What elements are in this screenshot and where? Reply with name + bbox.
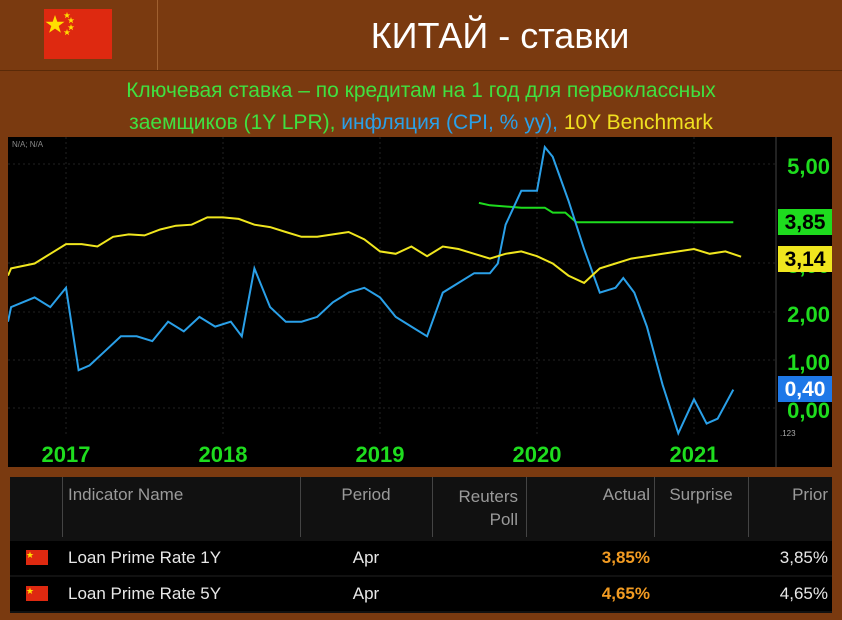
row-period: Apr xyxy=(352,548,380,567)
x-tick-label: 2018 xyxy=(199,442,248,467)
row-actual: 3,85% xyxy=(601,548,650,567)
title-bar: КИТАЙ - ставки xyxy=(0,0,842,71)
series-line-1y-lpr xyxy=(478,201,734,224)
header-period: Period xyxy=(341,485,391,504)
x-tick-label: 2021 xyxy=(670,442,719,467)
y-tick-label: 5,00 xyxy=(787,154,830,179)
header-reuters-poll: Reuters Poll xyxy=(432,485,526,545)
row-prior: 4,65% xyxy=(779,584,828,603)
china-flag-icon xyxy=(44,9,112,59)
row-surprise xyxy=(654,577,748,611)
chart-area: 5,003,002,001,000,003,853,140,4020172018… xyxy=(8,137,832,467)
header-poll: Poll xyxy=(489,510,518,529)
row-prior: 3,85% xyxy=(779,548,828,567)
x-tick-label: 2020 xyxy=(513,442,562,467)
series-line-cpi xyxy=(8,144,735,437)
header-indicator-name: Indicator Name xyxy=(68,485,184,504)
china-flag-icon xyxy=(26,586,48,601)
line-chart: 5,003,002,001,000,003,853,140,4020172018… xyxy=(8,137,832,467)
subtitle-benchmark: 10Y Benchmark xyxy=(563,111,713,134)
x-tick-label: 2019 xyxy=(356,442,405,467)
end-value-badge xyxy=(778,246,832,272)
y-tick-label: 0,00 xyxy=(787,398,830,423)
row-indicator-name: Loan Prime Rate 5Y xyxy=(68,584,222,603)
table-row[interactable]: Loan Prime Rate 1Y Apr 3,85% 3,85% xyxy=(10,541,832,575)
chart-subtitle: Ключевая ставка – по кредитам на 1 год д… xyxy=(0,71,842,137)
row-surprise xyxy=(654,541,748,575)
flag-cell xyxy=(0,0,158,70)
end-value-badge xyxy=(778,209,832,235)
subtitle-lpr-line2: заемщиков (1Y LPR), xyxy=(129,111,342,134)
axis-corner-label: .123 xyxy=(780,429,796,438)
subtitle-cpi: инфляция (CPI, % yy), xyxy=(341,111,564,134)
end-value-label: 0,40 xyxy=(785,378,826,401)
header-prior: Prior xyxy=(792,485,828,504)
end-value-badge xyxy=(778,376,832,402)
end-value-label: 3,85 xyxy=(785,211,826,234)
y-tick-label: 2,00 xyxy=(787,302,830,327)
row-poll xyxy=(432,577,526,611)
header-reuters: Reuters xyxy=(458,487,518,506)
series-line-10y-benchmark xyxy=(8,216,742,285)
flag-stars-icon xyxy=(45,12,75,36)
row-poll xyxy=(432,541,526,575)
corner-label: N/A; N/A xyxy=(12,140,44,149)
row-period: Apr xyxy=(352,584,380,603)
x-tick-label: 2017 xyxy=(42,442,91,467)
header-surprise: Surprise xyxy=(669,485,733,504)
row-indicator-name: Loan Prime Rate 1Y xyxy=(68,548,222,567)
end-value-label: 3,14 xyxy=(785,248,826,271)
y-tick-label: 1,00 xyxy=(787,350,830,375)
indicator-table: Indicator Name Period Reuters Poll Actua… xyxy=(10,477,832,613)
subtitle-lpr-line1: Ключевая ставка – по кредитам на 1 год д… xyxy=(126,79,716,102)
table-row[interactable]: Loan Prime Rate 5Y Apr 4,65% 4,65% xyxy=(10,577,832,611)
china-flag-icon xyxy=(26,550,48,565)
row-actual: 4,65% xyxy=(601,584,650,603)
header-actual: Actual xyxy=(602,485,650,504)
page-title: КИТАЙ - ставки xyxy=(370,15,630,56)
